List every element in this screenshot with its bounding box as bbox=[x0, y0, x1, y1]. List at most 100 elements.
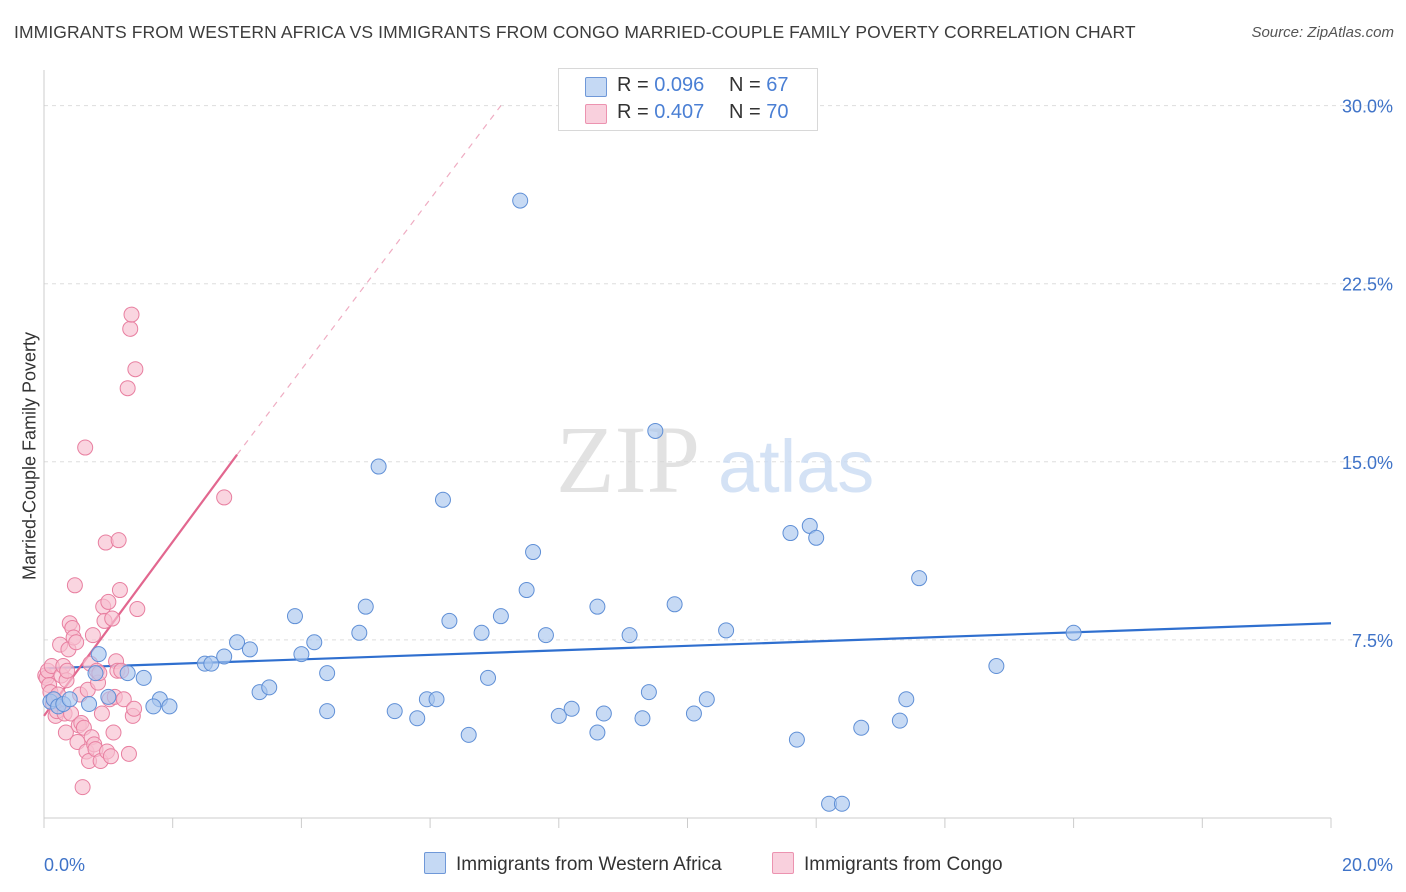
western-africa-point bbox=[898, 691, 915, 708]
western-africa-trend-line bbox=[43, 622, 1332, 670]
y-tick-label: 7.5% bbox=[1352, 631, 1393, 651]
congo-point bbox=[66, 577, 83, 594]
western-africa-point bbox=[293, 646, 310, 663]
western-africa-point bbox=[241, 641, 258, 658]
congo-point bbox=[84, 627, 101, 644]
congo-point bbox=[123, 306, 140, 323]
y-tick-label: 30.0% bbox=[1342, 97, 1393, 117]
western-africa-point bbox=[525, 544, 542, 561]
legend-row-congo: R = 0.407 N = 70 bbox=[559, 100, 817, 126]
bottom-legend-swatch-blue bbox=[424, 852, 446, 874]
western-africa-point bbox=[409, 710, 426, 727]
western-africa-point bbox=[853, 719, 870, 736]
western-africa-point bbox=[161, 698, 178, 715]
western-africa-point bbox=[634, 710, 651, 727]
western-africa-point bbox=[441, 612, 458, 629]
western-africa-point bbox=[782, 525, 799, 542]
x-tick-label: 20.0% bbox=[1342, 855, 1393, 875]
congo-trend-line bbox=[43, 454, 238, 717]
western-africa-point bbox=[119, 665, 136, 682]
western-africa-point bbox=[589, 724, 606, 741]
y-tick-label: 15.0% bbox=[1342, 453, 1393, 473]
congo-point bbox=[102, 748, 119, 765]
bottom-legend-swatch-pink bbox=[772, 852, 794, 874]
western-africa-point bbox=[87, 665, 104, 682]
congo-point bbox=[104, 610, 121, 627]
western-africa-point bbox=[621, 627, 638, 644]
western-africa-point bbox=[386, 703, 403, 720]
western-africa-point bbox=[1065, 624, 1082, 641]
western-africa-point bbox=[135, 669, 152, 686]
western-africa-point bbox=[698, 691, 715, 708]
western-africa-point bbox=[473, 624, 490, 641]
western-africa-point bbox=[351, 624, 368, 641]
grid-lines bbox=[44, 105, 1393, 641]
correlation-legend: R = 0.096 N = 67 R = 0.407 N = 70 bbox=[558, 68, 818, 131]
legend-r: R = 0.407 bbox=[617, 101, 705, 123]
western-africa-point bbox=[203, 655, 220, 672]
western-africa-point bbox=[988, 658, 1005, 675]
western-africa-point bbox=[319, 665, 336, 682]
western-africa-point bbox=[319, 703, 336, 720]
watermark-zip: ZIP bbox=[556, 406, 700, 513]
western-africa-point bbox=[480, 669, 497, 686]
western-africa-point bbox=[512, 192, 529, 209]
western-africa-point bbox=[833, 795, 850, 812]
congo-point bbox=[74, 779, 91, 796]
congo-point bbox=[59, 662, 76, 679]
congo-point bbox=[129, 601, 146, 618]
congo-point bbox=[77, 439, 94, 456]
western-africa-point bbox=[718, 622, 735, 639]
congo-point bbox=[122, 320, 139, 337]
watermark-atlas: atlas bbox=[718, 425, 874, 508]
western-africa-point bbox=[428, 691, 445, 708]
western-africa-point bbox=[357, 598, 374, 615]
western-africa-point bbox=[229, 634, 246, 651]
congo-point bbox=[216, 489, 233, 506]
western-africa-point bbox=[685, 705, 702, 722]
congo-point bbox=[115, 691, 132, 708]
congo-point bbox=[110, 532, 127, 549]
legend-row-western-africa: R = 0.096 N = 67 bbox=[559, 73, 817, 99]
western-africa-point bbox=[647, 422, 664, 439]
congo-trend-extension bbox=[236, 105, 502, 456]
congo-point bbox=[119, 380, 136, 397]
congo-point bbox=[111, 582, 128, 599]
legend-swatch-pink bbox=[585, 104, 607, 124]
congo-point bbox=[100, 593, 117, 610]
congo-point bbox=[68, 634, 85, 651]
legend-swatch-blue bbox=[585, 77, 607, 97]
tick-labels: 7.5% 15.0% 22.5% 30.0% 0.0% 20.0% bbox=[44, 97, 1393, 875]
western-africa-point bbox=[306, 634, 323, 651]
congo-point bbox=[93, 705, 110, 722]
western-africa-point bbox=[788, 731, 805, 748]
western-africa-point bbox=[537, 627, 554, 644]
western-africa-point bbox=[61, 691, 78, 708]
western-africa-point bbox=[595, 705, 612, 722]
legend-n: N = 70 bbox=[729, 101, 789, 123]
western-africa-point bbox=[81, 696, 98, 713]
legend-r: R = 0.096 bbox=[617, 74, 705, 96]
trend-lines bbox=[43, 105, 1332, 717]
source-label: Source: ZipAtlas.com bbox=[1251, 24, 1394, 41]
western-africa-point bbox=[100, 688, 117, 705]
western-africa-point bbox=[492, 608, 509, 625]
western-africa-point bbox=[434, 491, 451, 508]
western-africa-point bbox=[216, 648, 233, 665]
y-tick-label: 22.5% bbox=[1342, 275, 1393, 295]
western-africa-point bbox=[518, 582, 535, 599]
y-axis-label: Married-Couple Family Poverty bbox=[19, 331, 40, 581]
bottom-legend-congo: Immigrants from Congo bbox=[772, 852, 1003, 876]
western-africa-point bbox=[589, 598, 606, 615]
western-africa-point bbox=[460, 726, 477, 743]
western-africa-point bbox=[891, 712, 908, 729]
bottom-legend-western-africa: Immigrants from Western Africa bbox=[424, 852, 722, 876]
congo-point bbox=[105, 724, 122, 741]
congo-point bbox=[57, 724, 74, 741]
western-africa-point bbox=[286, 608, 303, 625]
western-africa-point bbox=[145, 698, 162, 715]
legend-n: N = 67 bbox=[729, 74, 789, 96]
chart-title: IMMIGRANTS FROM WESTERN AFRICA VS IMMIGR… bbox=[14, 22, 1136, 42]
x-tick-label: 0.0% bbox=[44, 855, 85, 875]
